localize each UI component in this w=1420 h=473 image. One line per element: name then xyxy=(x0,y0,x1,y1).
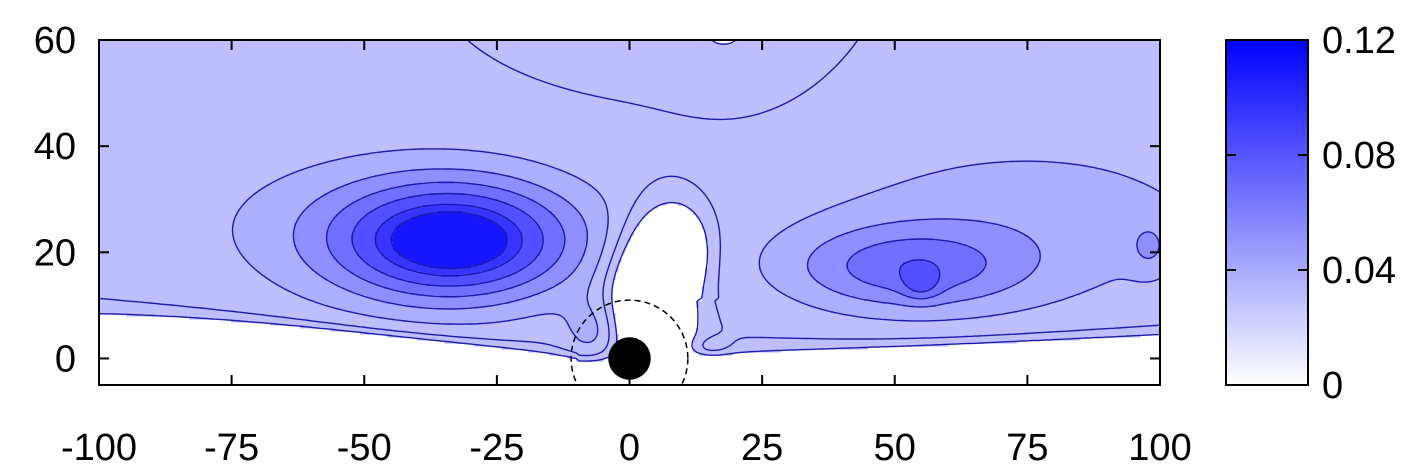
contour-field xyxy=(99,40,1162,362)
